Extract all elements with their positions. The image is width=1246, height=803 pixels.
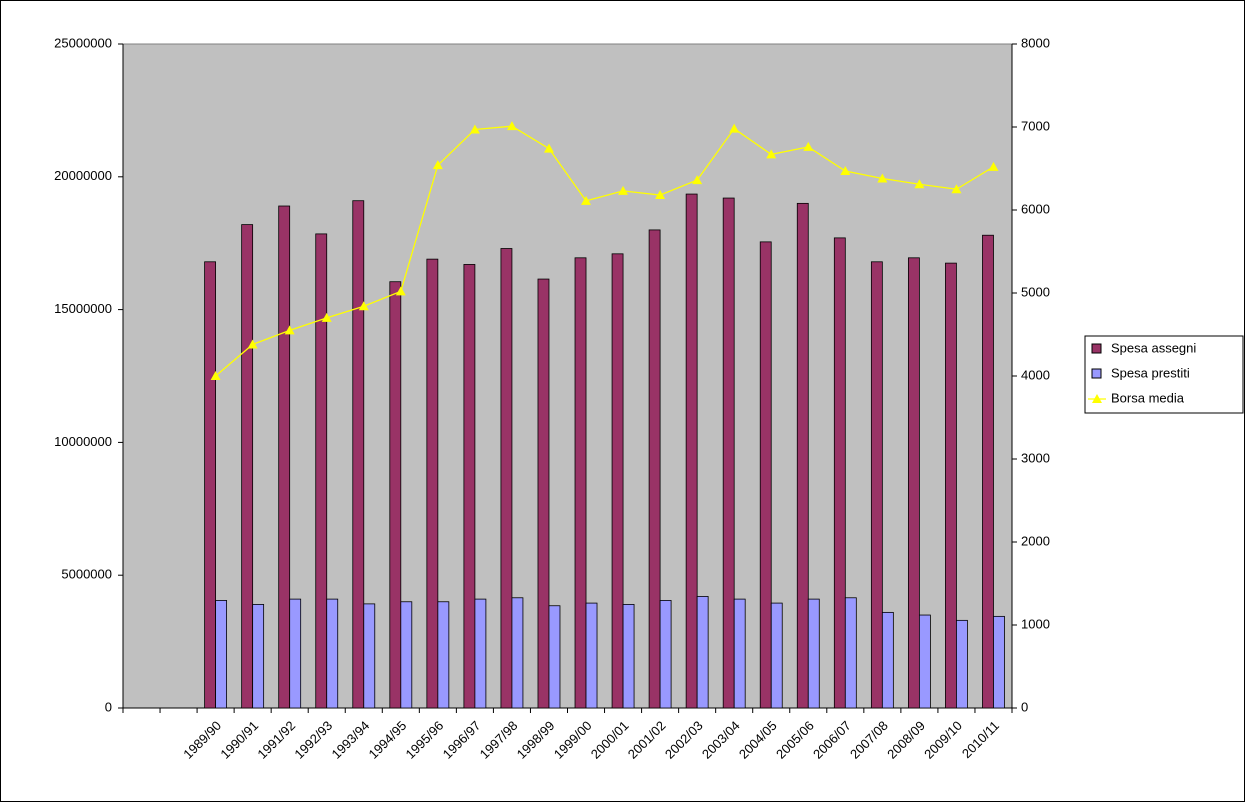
- bar: [844, 597, 857, 709]
- bar: [696, 596, 709, 709]
- y-tick-label: 10000000: [54, 434, 112, 449]
- legend-label: Spesa prestiti: [1111, 365, 1190, 380]
- bar: [315, 233, 328, 709]
- y2-tick-label: 0: [1021, 699, 1028, 714]
- bar: [437, 601, 450, 709]
- marker: [210, 371, 221, 380]
- bar: [426, 258, 439, 709]
- legend-swatch: [1091, 343, 1102, 354]
- bar: [289, 598, 302, 709]
- marker: [914, 179, 925, 189]
- bar: [204, 261, 217, 709]
- bar: [278, 205, 291, 709]
- bar: [918, 614, 931, 709]
- bar: [796, 202, 809, 709]
- marker: [358, 301, 369, 311]
- bar: [463, 264, 476, 709]
- bar: [537, 278, 550, 709]
- legend-label: Borsa media: [1111, 390, 1185, 405]
- marker: [729, 123, 740, 133]
- bar: [352, 200, 365, 709]
- bar: [241, 224, 254, 709]
- bar: [648, 229, 661, 709]
- marker: [284, 325, 295, 335]
- bar: [907, 257, 920, 709]
- bar: [548, 605, 561, 709]
- bar: [474, 598, 487, 709]
- marker: [469, 124, 480, 134]
- bar: [956, 619, 968, 709]
- y-tick-label: 20000000: [54, 168, 112, 183]
- y-tick-label: 0: [105, 699, 112, 714]
- marker: [692, 175, 703, 185]
- legend: Spesa assegni Spesa prestiti Borsa media: [1084, 335, 1244, 414]
- y2-tick-label: 2000: [1021, 533, 1050, 548]
- marker: [247, 339, 258, 349]
- bar: [511, 597, 524, 709]
- y2-tick-label: 7000: [1021, 118, 1050, 133]
- bar: [326, 598, 339, 709]
- line: [215, 125, 994, 377]
- marker: [877, 173, 888, 183]
- bar: [622, 604, 635, 709]
- marker: [506, 121, 517, 131]
- legend-swatch: [1091, 368, 1102, 379]
- bar: [574, 257, 587, 709]
- marker: [321, 312, 332, 322]
- bar: [982, 234, 994, 709]
- bar: [993, 615, 1005, 709]
- bar: [611, 253, 624, 709]
- marker: [803, 141, 814, 151]
- plot-area: [122, 43, 1013, 709]
- marker: [395, 286, 406, 296]
- marker: [988, 161, 999, 171]
- bar: [363, 603, 376, 709]
- bar: [252, 604, 265, 709]
- bar: [685, 193, 698, 709]
- marker: [581, 195, 592, 205]
- bar: [759, 241, 772, 709]
- marker: [543, 143, 554, 153]
- y-tick-label: 5000000: [61, 567, 112, 582]
- bar: [881, 611, 894, 709]
- y2-tick-label: 3000: [1021, 450, 1050, 465]
- bar: [215, 600, 228, 709]
- bar: [722, 197, 735, 709]
- bar: [833, 237, 846, 709]
- marker: [655, 190, 666, 200]
- legend-marker: [1092, 394, 1102, 403]
- marker: [766, 149, 777, 159]
- bar: [945, 262, 957, 709]
- y-tick-label: 15000000: [54, 301, 112, 316]
- y2-tick-label: 4000: [1021, 367, 1050, 382]
- bar: [585, 602, 598, 709]
- y2-tick-label: 5000: [1021, 284, 1050, 299]
- legend-label: Spesa assegni: [1111, 340, 1196, 355]
- bar: [500, 248, 513, 709]
- bar: [400, 601, 413, 709]
- bar: [733, 598, 746, 709]
- bar: [770, 602, 783, 709]
- marker: [618, 185, 629, 195]
- legend-box: [1084, 335, 1244, 414]
- y2-tick-label: 6000: [1021, 201, 1050, 216]
- marker: [432, 160, 443, 170]
- y-tick-label: 25000000: [54, 35, 112, 50]
- bar: [659, 600, 672, 709]
- bar: [807, 598, 820, 709]
- bar: [870, 261, 883, 709]
- y2-tick-label: 1000: [1021, 616, 1050, 631]
- bar: [389, 281, 402, 709]
- y2-tick-label: 8000: [1021, 35, 1050, 50]
- marker: [840, 165, 851, 175]
- marker: [951, 184, 962, 194]
